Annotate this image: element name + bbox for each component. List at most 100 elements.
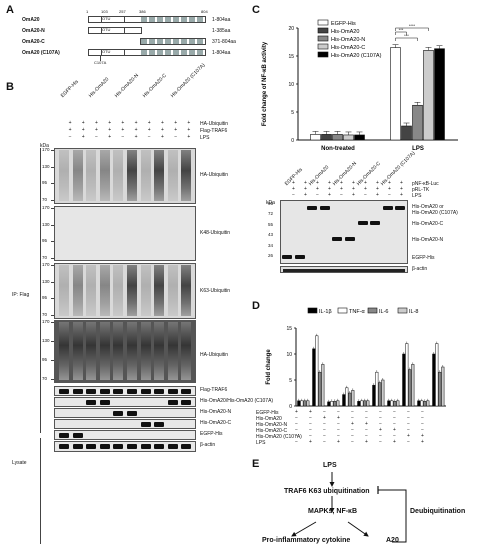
blot-band <box>99 389 110 394</box>
blot-strip <box>54 441 196 452</box>
plus-minus-sign: − <box>337 409 340 415</box>
plus-minus-sign: + <box>95 120 98 126</box>
node-mapks: MAPKs, NF-κB <box>308 508 358 515</box>
construct-bar <box>88 49 206 56</box>
significance-bracket <box>395 37 418 41</box>
kda-mark: 70 <box>42 255 48 260</box>
bar <box>310 134 321 141</box>
plus-minus-sign: + <box>174 120 178 126</box>
plus-minus-sign: + <box>121 120 125 126</box>
kda-mark: 26 <box>268 253 274 258</box>
blot-lane <box>113 150 124 201</box>
construct-name: OmA20 (C107A) <box>22 50 60 56</box>
bar <box>357 401 361 407</box>
bar <box>300 400 304 407</box>
plus-minus-sign: − <box>365 433 368 439</box>
blot-band <box>181 444 192 449</box>
kda-mark: 95 <box>42 295 48 301</box>
blot-band <box>294 255 305 259</box>
blot-label: K48-Ubiquitin <box>200 230 231 236</box>
legend-label: His-OmA20 (C107A) <box>331 53 382 59</box>
kda-tick <box>51 258 54 259</box>
blot-band <box>307 206 318 210</box>
y-tick-label: 20 <box>288 26 294 32</box>
plus-minus-sign: + <box>365 439 368 445</box>
node-cytokine: Pro-inflammatory cytokine <box>262 537 351 544</box>
plus-minus-sign: + <box>400 192 403 198</box>
y-tick-label: 5 <box>291 110 294 116</box>
plus-minus-sign: − <box>365 415 368 421</box>
kda-tick <box>51 150 54 151</box>
plus-minus-sign: − <box>121 134 125 140</box>
plus-minus-sign: − <box>421 409 424 415</box>
blot-band <box>86 400 97 405</box>
blot-lane <box>113 322 124 380</box>
bar <box>393 401 397 407</box>
blot-lane <box>59 322 69 380</box>
kda-tick <box>51 360 54 361</box>
treatment-grid: + + + + + + + + + + + + + + + + + + + + − + − + − + − + − + <box>64 121 196 142</box>
plus-minus-sign: − <box>379 433 382 439</box>
blot-lane <box>86 265 97 316</box>
blot-band <box>382 206 393 210</box>
legend-swatch <box>367 307 378 314</box>
construct-range: 1-804aa <box>212 17 231 23</box>
plus-minus-sign: − <box>323 421 326 427</box>
plus-minus-sign: − <box>337 427 340 433</box>
plus-minus-sign: + <box>304 192 307 198</box>
plus-minus-sign: + <box>352 180 355 186</box>
bar <box>390 400 394 407</box>
y-axis-label: Fold change of NF-κB activity <box>262 41 268 126</box>
bar <box>306 400 310 407</box>
kda-mark: 130 <box>42 163 50 169</box>
bar <box>343 134 354 141</box>
kda-mark: 170 <box>42 262 50 267</box>
blot-band <box>59 389 69 394</box>
plus-minus-sign: + <box>376 186 379 192</box>
plus-minus-sign: − <box>379 409 382 415</box>
legend-swatch <box>317 43 329 50</box>
blot-lane <box>59 265 69 316</box>
bar <box>405 343 409 407</box>
blot-band <box>332 237 343 241</box>
otu-label: OTU <box>102 27 111 32</box>
plus-minus-sign: − <box>309 421 312 427</box>
bar <box>315 335 319 407</box>
panel-label-d: D <box>252 300 260 312</box>
blot-lane <box>181 265 192 316</box>
kda-mark: 70 <box>42 376 48 381</box>
plus-minus-sign: + <box>323 415 326 421</box>
plus-minus-sign: − <box>393 433 396 439</box>
blot-band <box>99 444 110 449</box>
blot-band <box>319 206 330 210</box>
plus-minus-sign: − <box>421 427 424 433</box>
kda-tick <box>51 341 54 342</box>
bar <box>363 400 367 407</box>
bar <box>423 401 427 407</box>
plus-minus-sign: − <box>421 421 424 427</box>
blot-label: His-OmA20-C <box>200 420 232 426</box>
treatment-label: His-OmA20-N <box>256 422 288 428</box>
bar <box>348 392 352 407</box>
node-a20: A20 <box>386 537 399 544</box>
plus-minus-sign: + <box>304 180 307 186</box>
blot-band <box>140 389 151 394</box>
bar <box>417 400 421 407</box>
blot-band <box>140 444 151 449</box>
kda-tick <box>51 241 54 243</box>
kda-tick <box>51 379 54 380</box>
y-tick-label: 10 <box>288 82 294 88</box>
plus-minus-sign: + <box>421 433 424 439</box>
plus-minus-sign: − <box>68 134 72 140</box>
plus-minus-sign: − <box>421 415 424 421</box>
blot-band <box>181 400 192 405</box>
plus-minus-sign: − <box>174 134 178 140</box>
plus-minus-sign: − <box>337 421 340 427</box>
blot-lane <box>86 150 97 201</box>
pos-1: 1 <box>86 9 89 14</box>
bar <box>351 390 355 407</box>
y-axis-label: Fold change <box>266 349 272 385</box>
bar <box>327 401 331 407</box>
bar <box>438 371 442 407</box>
kda-mark: 170 <box>42 147 50 152</box>
